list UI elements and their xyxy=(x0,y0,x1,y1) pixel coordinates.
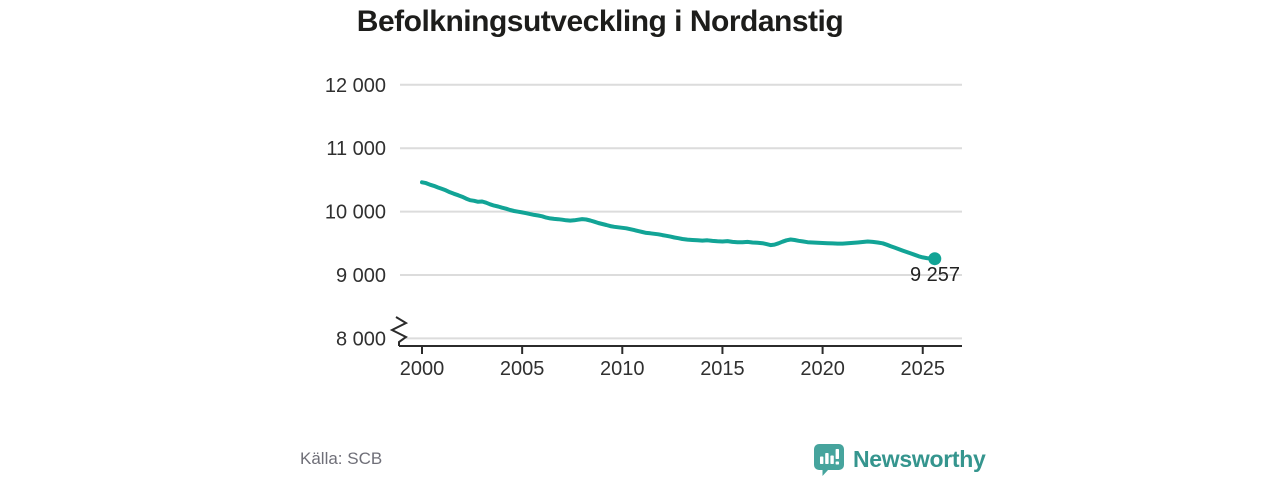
population-line-series xyxy=(420,180,937,261)
y-axis-tick-label: 12 000 xyxy=(325,75,386,97)
y-axis-tick-label: 10 000 xyxy=(325,202,386,224)
x-axis-tick-label: 2025 xyxy=(901,358,946,380)
axis-break-icon xyxy=(389,316,409,346)
source-note: Källa: SCB xyxy=(300,449,383,468)
newsworthy-wordmark: Newsworthy xyxy=(853,445,986,472)
x-axis-tick-label: 2005 xyxy=(500,358,545,380)
y-axis-tick-label: 8 000 xyxy=(336,328,386,350)
x-axis-tick-label: 2020 xyxy=(800,358,845,380)
y-axis-tick-label: 11 000 xyxy=(326,138,386,160)
y-axis-tick-label: 9 000 xyxy=(336,265,386,287)
x-axis-tick-label: 2000 xyxy=(400,358,445,380)
x-axis-tick-label: 2015 xyxy=(700,358,745,380)
newsworthy-speech-bubble-chart-icon xyxy=(814,444,844,476)
last-value-label: 9 257 xyxy=(910,264,960,286)
newsworthy-branding: Newsworthy xyxy=(812,442,986,476)
last-value-dot xyxy=(928,252,942,266)
chart-title: Befolkningsutveckling i Nordanstig xyxy=(356,5,844,38)
x-axis-tick-label: 2010 xyxy=(600,358,645,380)
